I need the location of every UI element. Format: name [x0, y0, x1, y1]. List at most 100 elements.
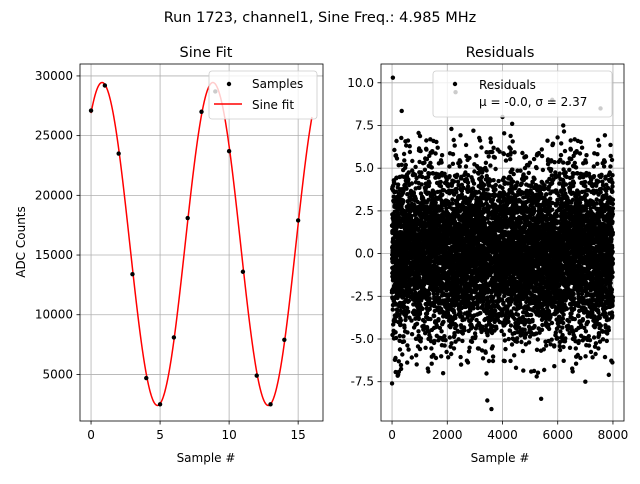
residual-point: [503, 347, 507, 351]
residual-point: [467, 346, 471, 350]
residual-point: [452, 333, 456, 337]
residual-point: [415, 362, 419, 366]
residual-point: [514, 366, 518, 370]
residual-point: [407, 299, 411, 303]
residual-point: [432, 314, 436, 318]
residual-point: [423, 346, 427, 350]
residual-point: [460, 339, 464, 343]
residual-point: [466, 360, 470, 364]
residual-point: [503, 359, 507, 363]
residual-point: [467, 156, 471, 160]
sample-point: [185, 216, 189, 220]
residual-point: [399, 318, 403, 322]
residual-point: [399, 363, 403, 367]
residual-point: [484, 161, 488, 165]
residual-point: [405, 360, 409, 364]
residual-point: [418, 149, 422, 153]
residual-point: [452, 138, 456, 142]
residual-point: [451, 152, 455, 156]
residual-point: [432, 339, 436, 343]
residual-point: [414, 353, 418, 357]
residual-point: [398, 347, 402, 351]
residual-point: [439, 354, 443, 358]
sine-fit-xtick-label: 5: [156, 428, 164, 442]
residual-point: [447, 174, 451, 178]
residual-point: [402, 158, 406, 162]
residual-point: [393, 330, 397, 334]
residual-point: [404, 187, 408, 191]
residual-point: [433, 151, 437, 155]
residual-point: [515, 180, 519, 184]
residual-point: [408, 150, 412, 154]
residual-point: [397, 359, 401, 363]
residual-point: [418, 347, 422, 351]
residual-point: [478, 311, 482, 315]
sample-point: [227, 149, 231, 153]
residual-point: [402, 325, 406, 329]
residual-point: [394, 139, 398, 143]
residual-point: [396, 182, 400, 186]
residual-point: [442, 343, 446, 347]
figure-suptitle: Run 1723, channel1, Sine Freq.: 4.985 MH…: [164, 10, 477, 26]
sample-point: [255, 373, 259, 377]
residual-point: [502, 131, 506, 135]
residual-point: [512, 353, 516, 357]
residual-point: [491, 146, 495, 150]
residual-point: [434, 356, 438, 360]
residual-point: [427, 181, 431, 185]
residual-point: [402, 152, 406, 156]
residual-point: [423, 168, 427, 172]
residual-point: [506, 320, 510, 324]
residual-point: [483, 339, 487, 343]
residuals-title: Residuals: [466, 45, 535, 61]
residual-point: [493, 155, 497, 159]
residual-point: [395, 156, 399, 160]
residual-point: [428, 296, 432, 300]
residual-point: [458, 355, 462, 359]
residual-point: [512, 150, 516, 154]
residual-point: [490, 150, 494, 154]
residual-point: [439, 329, 443, 333]
residual-point: [400, 163, 404, 167]
residual-point: [508, 157, 512, 161]
residual-point: [497, 150, 501, 154]
residual-point: [491, 344, 495, 348]
residual-point: [488, 163, 492, 167]
residual-point: [427, 292, 431, 296]
residual-point: [418, 134, 422, 138]
sine-fit-legend: Samples Sine fit: [209, 71, 317, 119]
residual-point: [509, 323, 513, 327]
residual-point: [404, 163, 408, 167]
residual-point: [417, 317, 421, 321]
residual-point: [410, 181, 414, 185]
residual-point: [484, 351, 488, 355]
residual-point: [428, 317, 432, 321]
residual-point: [471, 129, 475, 133]
residual-point: [399, 136, 403, 140]
residual-point: [512, 172, 516, 176]
residual-point: [508, 359, 512, 363]
residual-point: [474, 154, 478, 158]
residual-point: [428, 161, 432, 165]
residual-point: [451, 162, 455, 166]
residual-point: [415, 322, 419, 326]
residual-point: [483, 221, 487, 225]
residual-point: [449, 352, 453, 356]
residual-point: [420, 307, 424, 311]
residual-point: [502, 176, 506, 180]
legend-samples-label: Samples: [252, 77, 303, 91]
residual-point: [464, 164, 468, 168]
residual-point: [430, 165, 434, 169]
residual-point: [400, 352, 404, 356]
residual-point: [450, 201, 454, 205]
residual-point: [439, 160, 443, 164]
residual-point: [503, 338, 507, 342]
residual-point: [434, 200, 438, 204]
legend-samples-marker: [227, 82, 231, 86]
residual-point: [434, 140, 438, 144]
residual-point: [393, 356, 397, 360]
residual-point: [406, 347, 410, 351]
residual-point: [405, 343, 409, 347]
residual-point: [436, 146, 440, 150]
sine-fit-ytick-label: 20000: [35, 188, 73, 202]
